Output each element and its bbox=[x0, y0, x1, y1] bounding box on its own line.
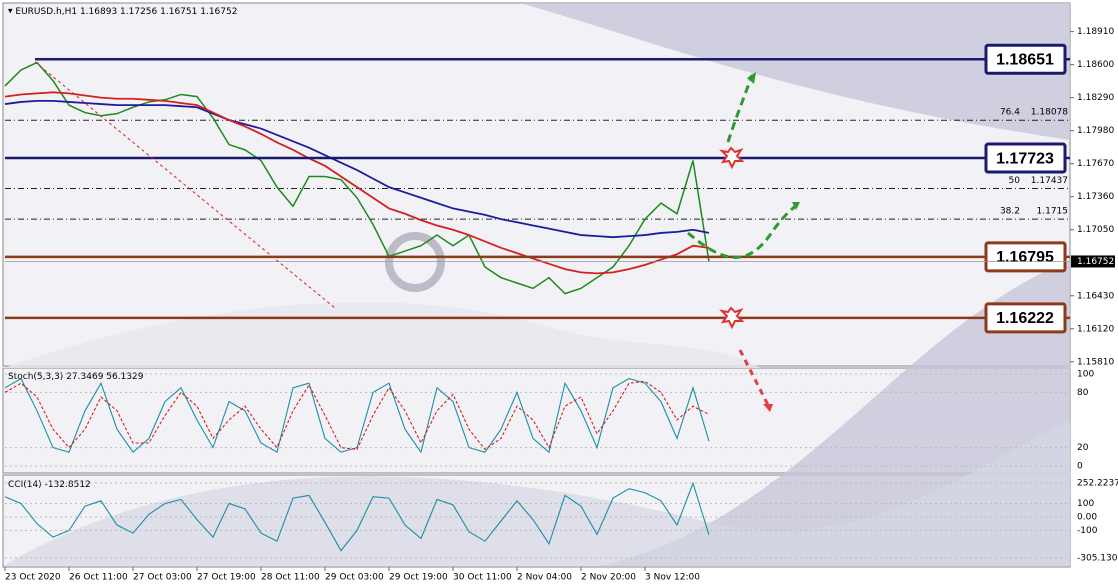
watermark bbox=[385, 232, 445, 292]
y-tick-label: 1.17050 bbox=[1077, 225, 1114, 235]
level-label: 1.17723 bbox=[996, 150, 1054, 167]
level-label: 1.18651 bbox=[996, 51, 1054, 68]
x-tick-label: 26 Oct 11:00 bbox=[69, 573, 128, 583]
y-tick-label: 0.00 bbox=[1077, 512, 1097, 522]
y-tick-label: 1.17980 bbox=[1077, 126, 1114, 136]
watermark-logo bbox=[385, 232, 445, 292]
arrow-up bbox=[726, 74, 754, 143]
x-tick-label: 28 Oct 11:00 bbox=[261, 573, 320, 583]
y-tick-label: 1.18290 bbox=[1077, 93, 1114, 103]
fib-price: 1.1715 bbox=[1037, 207, 1069, 217]
fib-ratio: 76.4 bbox=[1000, 108, 1020, 118]
y-tick-label: 1.16430 bbox=[1077, 291, 1114, 301]
indicator-label: Stoch(5,3,3) 27.3469 56.1329 bbox=[8, 372, 144, 382]
current-price-label: 1.16752 bbox=[1077, 257, 1114, 267]
trend-line bbox=[34, 61, 336, 309]
series-line bbox=[4, 61, 710, 295]
indicator-label: CCI(14) -132.8512 bbox=[8, 480, 91, 490]
y-tick-label: 1.18910 bbox=[1077, 27, 1114, 37]
indicator-reading: 56.1329 bbox=[106, 372, 143, 382]
y-tick-label: 1.18600 bbox=[1077, 60, 1114, 70]
x-tick-label: 27 Oct 03:00 bbox=[133, 573, 192, 583]
y-tick-label: 0 bbox=[1077, 462, 1083, 472]
arrow-rebound bbox=[687, 203, 798, 259]
x-tick-label: 2 Nov 04:00 bbox=[517, 573, 572, 583]
y-tick-label: 1.16120 bbox=[1077, 324, 1114, 334]
series-line bbox=[4, 91, 710, 275]
ohlc-close: 1.16752 bbox=[200, 7, 237, 17]
symbol: EURUSD.h,H1 bbox=[15, 7, 77, 17]
x-tick-label: 29 Oct 19:00 bbox=[389, 573, 448, 583]
x-tick-label: 30 Oct 11:00 bbox=[453, 573, 512, 583]
decor-swoosh bbox=[3, 420, 1070, 566]
y-tick-label: 1.15810 bbox=[1077, 357, 1114, 367]
decor-swoosh bbox=[520, 3, 1070, 140]
fib-price: 1.17437 bbox=[1031, 176, 1068, 186]
ohlc-low: 1.16751 bbox=[160, 7, 197, 17]
level-label: 1.16795 bbox=[996, 249, 1054, 266]
x-tick-label: 27 Oct 19:00 bbox=[197, 573, 256, 583]
x-tick-label: 3 Nov 12:00 bbox=[645, 573, 700, 583]
level-box bbox=[984, 241, 1067, 273]
indicator-reading: 27.3469 bbox=[66, 372, 103, 382]
y-tick-label: 1.17360 bbox=[1077, 192, 1114, 202]
level-box bbox=[984, 302, 1067, 334]
indicator-name: Stoch(5,3,3) bbox=[8, 372, 63, 382]
y-tick-label: 1.17670 bbox=[1077, 159, 1114, 169]
y-tick-label: -100 bbox=[1077, 526, 1098, 536]
star-marker bbox=[719, 306, 745, 330]
indicator-name: CCI(14) bbox=[8, 480, 42, 490]
current-price-box bbox=[1071, 255, 1115, 268]
series-line bbox=[4, 377, 710, 454]
y-tick-label: 80 bbox=[1077, 388, 1089, 398]
arrowhead bbox=[747, 72, 756, 84]
series-line bbox=[4, 380, 710, 451]
arrowhead bbox=[792, 202, 800, 210]
fib-ratio: 50 bbox=[1009, 176, 1021, 186]
arrowhead bbox=[763, 404, 773, 412]
indicator-reading: -132.8512 bbox=[45, 480, 91, 490]
header: ▾ EURUSD.h,H1 1.16893 1.17256 1.16751 1.… bbox=[8, 7, 237, 17]
y-tick-label: 252.2237 bbox=[1077, 479, 1118, 489]
level-label: 1.16222 bbox=[996, 310, 1054, 327]
fib-price: 1.18078 bbox=[1031, 108, 1068, 118]
y-tick-label: -305.1308 bbox=[1077, 554, 1118, 564]
main-layer: 1.18910 1.18600 1.18290 1.17980 1.17670 1.173… bbox=[4, 27, 1118, 583]
fib-ratio: 38.2 bbox=[1000, 207, 1020, 217]
level-box bbox=[984, 43, 1067, 75]
series-line bbox=[4, 99, 710, 239]
level-box bbox=[984, 142, 1067, 174]
x-tick-label: 2 Nov 20:00 bbox=[581, 573, 636, 583]
x-tick-label: 29 Oct 03:00 bbox=[325, 573, 384, 583]
y-tick-label: 20 bbox=[1077, 443, 1089, 453]
ohlc-high: 1.17256 bbox=[120, 7, 157, 17]
y-tick-label: 100 bbox=[1077, 370, 1094, 380]
series-line bbox=[4, 481, 710, 552]
x-tick-label: 23 Oct 2020 bbox=[5, 573, 61, 583]
star-marker bbox=[719, 146, 745, 170]
y-tick-label: 100 bbox=[1077, 499, 1094, 509]
ohlc-open: 1.16893 bbox=[80, 7, 117, 17]
